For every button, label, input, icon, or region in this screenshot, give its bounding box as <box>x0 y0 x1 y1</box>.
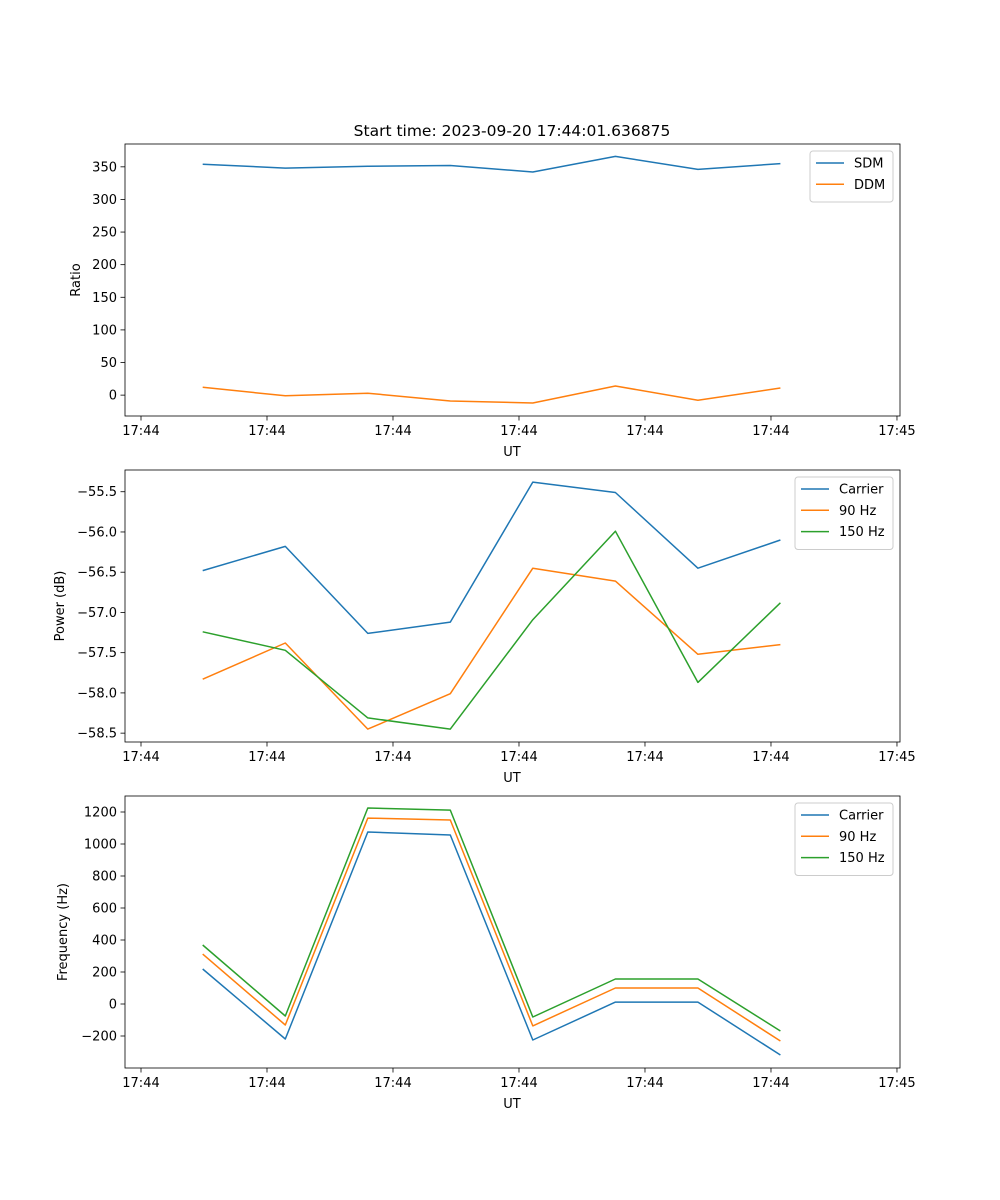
x-tick-label: 17:44 <box>248 1076 285 1091</box>
series-line-carrier <box>202 831 781 1056</box>
series-line-sdm <box>202 155 781 173</box>
legend-label: DDM <box>854 178 885 193</box>
y-tick-label: −57.0 <box>77 606 117 621</box>
x-tick-label: 17:44 <box>752 424 789 439</box>
x-tick-label: 17:44 <box>752 1076 789 1091</box>
y-tick-label: −55.5 <box>77 485 117 500</box>
x-axis-label: UT <box>503 1097 521 1112</box>
y-tick-label: 200 <box>92 966 117 981</box>
y-tick-label: 200 <box>92 258 117 273</box>
series-line-90-hz <box>202 567 781 730</box>
x-tick-label: 17:44 <box>752 750 789 765</box>
figure-title: Start time: 2023-09-20 17:44:01.636875 <box>354 122 671 140</box>
y-tick-label: 50 <box>100 356 117 371</box>
y-tick-label: 800 <box>92 870 117 885</box>
y-tick-label: −57.5 <box>77 646 117 661</box>
series-line-150-hz <box>202 530 781 730</box>
series-line-ddm <box>202 385 781 404</box>
x-tick-label: 17:45 <box>878 424 915 439</box>
x-tick-label: 17:44 <box>626 424 663 439</box>
x-tick-label: 17:44 <box>500 750 537 765</box>
axes-frame <box>124 469 901 743</box>
y-tick-label: 250 <box>92 226 117 241</box>
x-axis-label: UT <box>503 771 521 786</box>
legend-label: 90 Hz <box>839 504 876 519</box>
y-tick-label: 1000 <box>84 838 117 853</box>
subplot-3: 17:44 17:44 17:44 17:44 17:44 17:44 17:45 −200 0… <box>56 795 916 1112</box>
series-line-carrier <box>202 481 781 635</box>
x-axis-label: UT <box>503 445 521 460</box>
x-tick-label: 17:45 <box>878 1076 915 1091</box>
x-tick-label: 17:44 <box>248 424 285 439</box>
subplot-2: 17:44 17:44 17:44 17:44 17:44 17:44 17:45 −58.5… <box>53 469 916 786</box>
y-tick-label: 0 <box>109 998 117 1013</box>
x-tick-label: 17:44 <box>500 424 537 439</box>
y-axis-label: Ratio <box>69 263 84 296</box>
legend-label: 150 Hz <box>839 851 885 866</box>
subplot-1: 17:44 17:44 17:44 17:44 17:44 17:44 17:45 0 50 10… <box>69 143 916 460</box>
y-tick-label: −200 <box>81 1030 117 1045</box>
axes-frame <box>124 795 901 1069</box>
y-tick-label: −56.0 <box>77 525 117 540</box>
y-tick-label: 300 <box>92 193 117 208</box>
y-tick-label: 350 <box>92 160 117 175</box>
x-tick-label: 17:45 <box>878 750 915 765</box>
series-line-90-hz <box>202 817 781 1042</box>
legend-label: 150 Hz <box>839 525 885 540</box>
y-tick-label: 400 <box>92 934 117 949</box>
y-axis-label: Power (dB) <box>53 571 68 642</box>
x-tick-label: 17:44 <box>500 1076 537 1091</box>
legend: Carrier 90 Hz 150 Hz <box>794 802 894 876</box>
legend: Carrier 90 Hz 150 Hz <box>794 476 894 550</box>
legend-label: Carrier <box>839 483 884 498</box>
x-tick-label: 17:44 <box>626 750 663 765</box>
y-tick-label: −58.0 <box>77 686 117 701</box>
legend-label: SDM <box>854 157 883 172</box>
legend: SDM DDM <box>809 150 894 203</box>
y-tick-label: −56.5 <box>77 566 117 581</box>
y-tick-label: 150 <box>92 291 117 306</box>
y-tick-label: 0 <box>109 389 117 404</box>
y-tick-label: 1200 <box>84 806 117 821</box>
x-tick-label: 17:44 <box>374 750 411 765</box>
y-tick-label: −58.5 <box>77 727 117 742</box>
x-tick-label: 17:44 <box>122 750 159 765</box>
series-line-150-hz <box>202 807 781 1032</box>
legend-label: Carrier <box>839 809 884 824</box>
x-tick-label: 17:44 <box>122 424 159 439</box>
x-tick-label: 17:44 <box>374 1076 411 1091</box>
y-tick-label: 100 <box>92 323 117 338</box>
x-tick-label: 17:44 <box>248 750 285 765</box>
y-tick-label: 600 <box>92 902 117 917</box>
x-tick-label: 17:44 <box>122 1076 159 1091</box>
axes-frame <box>124 143 901 417</box>
legend-label: 90 Hz <box>839 830 876 845</box>
y-axis-label: Frequency (Hz) <box>56 883 71 981</box>
x-tick-label: 17:44 <box>374 424 411 439</box>
x-tick-label: 17:44 <box>626 1076 663 1091</box>
